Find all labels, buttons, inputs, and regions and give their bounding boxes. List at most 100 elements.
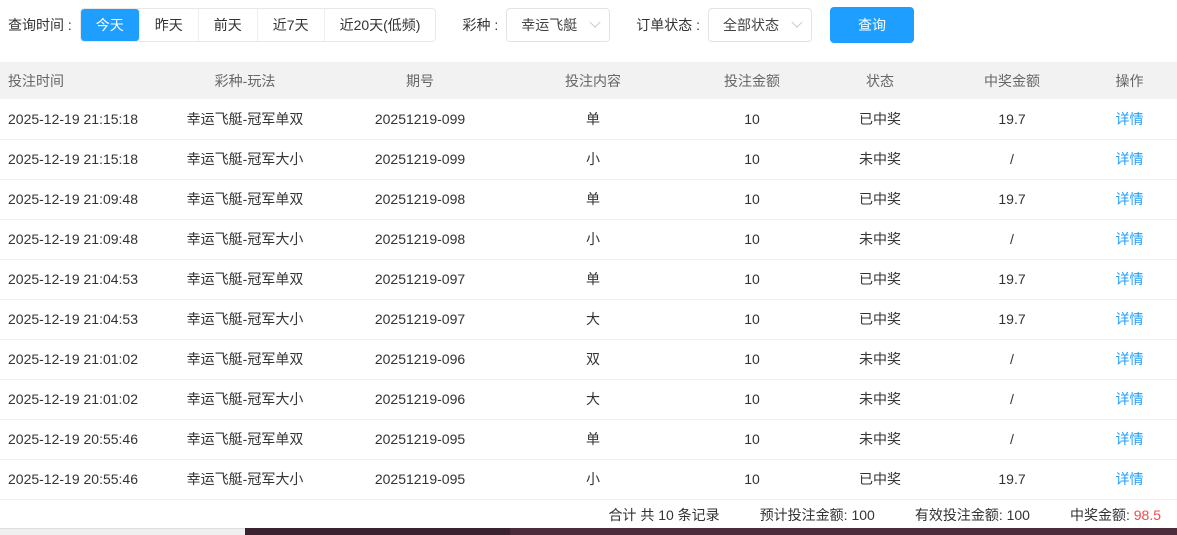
detail-link[interactable]: 详情 — [1115, 471, 1144, 487]
lottery-play: 幸运飞艇-冠军大小 — [150, 219, 340, 260]
lottery-type-value: 幸运飞艇 — [521, 16, 578, 33]
table-row: 2025-12-19 21:04:53 幸运飞艇-冠军单双 20251219-097… — [0, 259, 1177, 300]
prize-amount: 19.7 — [942, 299, 1082, 340]
bet-time: 2025-12-19 21:15:18 — [0, 99, 150, 140]
lottery-play: 幸运飞艇-冠军单双 — [150, 99, 340, 140]
issue-number: 20251219-096 — [340, 379, 500, 420]
column-header: 期号 — [340, 62, 500, 99]
bet-time: 2025-12-19 21:15:18 — [0, 139, 150, 180]
filter-bar: 查询时间 : 今天 昨天 前天 近7天 近20天(低频) 彩种 : 幸运飞艇 订单状态 … — [0, 0, 1177, 44]
bet-time: 2025-12-19 20:55:46 — [0, 459, 150, 500]
operation-cell: 详情 — [1082, 459, 1177, 500]
scrollbar-thumb[interactable] — [245, 528, 510, 535]
issue-number: 20251219-099 — [340, 99, 500, 140]
status-text: 未中奖 — [818, 219, 942, 260]
operation-cell: 详情 — [1082, 339, 1177, 380]
time-range-option[interactable]: 近20天(低频) — [323, 8, 436, 41]
operation-cell: 详情 — [1082, 419, 1177, 460]
table-row: 2025-12-19 21:01:02 幸运飞艇-冠军大小 20251219-096… — [0, 379, 1177, 420]
bet-content: 小 — [500, 459, 686, 500]
lottery-play: 幸运飞艇-冠军单双 — [150, 419, 340, 460]
column-header: 中奖金额 — [942, 62, 1082, 99]
status-text: 已中奖 — [818, 259, 942, 300]
time-range-option[interactable]: 今天 — [80, 8, 139, 41]
bet-amount: 10 — [686, 99, 818, 140]
column-header: 操作 — [1082, 62, 1177, 99]
prize-amount: 19.7 — [942, 179, 1082, 220]
bet-time: 2025-12-19 21:09:48 — [0, 219, 150, 260]
bet-amount: 10 — [686, 459, 818, 500]
bet-time: 2025-12-19 21:01:02 — [0, 379, 150, 420]
bet-time: 2025-12-19 20:55:46 — [0, 419, 150, 460]
table-row: 2025-12-19 20:55:46 幸运飞艇-冠军大小 20251219-095… — [0, 459, 1177, 500]
order-status-label: 订单状态 : — [636, 16, 701, 33]
summary-bar: 合计 共 10 条记录 预计投注金额: 100 有效投注金额: 100 中奖金额… — [0, 500, 1177, 530]
horizontal-scrollbar[interactable] — [0, 528, 1177, 535]
prize-amount: / — [942, 379, 1082, 420]
scrollbar-track — [0, 528, 245, 535]
detail-link[interactable]: 详情 — [1115, 391, 1144, 407]
detail-link[interactable]: 详情 — [1115, 110, 1144, 127]
operation-cell: 详情 — [1082, 299, 1177, 340]
order-status-select[interactable]: 全部状态 — [708, 7, 813, 42]
table-row: 2025-12-19 21:01:02 幸运飞艇-冠军单双 20251219-096… — [0, 339, 1177, 380]
column-header: 投注金额 — [686, 62, 818, 99]
detail-link[interactable]: 详情 — [1115, 151, 1144, 167]
query-button[interactable]: 查询 — [830, 6, 915, 43]
bet-amount: 10 — [686, 219, 818, 260]
detail-link[interactable]: 详情 — [1115, 271, 1144, 287]
table-row: 2025-12-19 21:04:53 幸运飞艇-冠军大小 20251219-097… — [0, 299, 1177, 340]
time-range-option[interactable]: 前天 — [197, 8, 257, 41]
chevron-down-icon — [589, 16, 601, 28]
issue-number: 20251219-095 — [340, 419, 500, 460]
table-row: 2025-12-19 21:15:18 幸运飞艇-冠军大小 20251219-099… — [0, 139, 1177, 180]
lottery-play: 幸运飞艇-冠军单双 — [150, 259, 340, 300]
operation-cell: 详情 — [1082, 219, 1177, 260]
lottery-type-label: 彩种 : — [462, 16, 499, 33]
lottery-type-select[interactable]: 幸运飞艇 — [506, 7, 611, 42]
bet-time: 2025-12-19 21:09:48 — [0, 179, 150, 220]
orders-table: 投注时间 彩种-玩法 期号 投注内容 投注金额 状态 中奖金额 操作 2025-12-19 2… — [0, 62, 1177, 500]
bet-time: 2025-12-19 21:04:53 — [0, 259, 150, 300]
prize-amount: / — [942, 139, 1082, 180]
table-row: 2025-12-19 21:15:18 幸运飞艇-冠军单双 20251219-099… — [0, 99, 1177, 140]
status-text: 已中奖 — [818, 179, 942, 220]
prize-amount: / — [942, 419, 1082, 460]
detail-link[interactable]: 详情 — [1115, 231, 1144, 247]
time-range-option[interactable]: 昨天 — [138, 8, 198, 41]
issue-number: 20251219-097 — [340, 259, 500, 300]
bet-content: 单 — [500, 419, 686, 460]
bet-content: 大 — [500, 299, 686, 340]
lottery-play: 幸运飞艇-冠军单双 — [150, 179, 340, 220]
detail-link[interactable]: 详情 — [1115, 351, 1144, 367]
bet-amount: 10 — [686, 379, 818, 420]
operation-cell: 详情 — [1082, 259, 1177, 300]
bet-amount: 10 — [686, 179, 818, 220]
time-range-option[interactable]: 近7天 — [256, 8, 324, 41]
chevron-down-icon — [791, 16, 803, 28]
status-text: 未中奖 — [818, 139, 942, 180]
detail-link[interactable]: 详情 — [1115, 191, 1144, 207]
bet-amount: 10 — [686, 259, 818, 300]
status-text: 未中奖 — [818, 379, 942, 420]
bet-content: 大 — [500, 379, 686, 420]
prize-amount: / — [942, 339, 1082, 380]
operation-cell: 详情 — [1082, 139, 1177, 180]
issue-number: 20251219-099 — [340, 139, 500, 180]
detail-link[interactable]: 详情 — [1115, 311, 1144, 327]
issue-number: 20251219-098 — [340, 179, 500, 220]
column-header: 状态 — [818, 62, 942, 99]
bet-amount: 10 — [686, 139, 818, 180]
prize-amount: 19.7 — [942, 99, 1082, 140]
detail-link[interactable]: 详情 — [1115, 431, 1144, 447]
table-row: 2025-12-19 21:09:48 幸运飞艇-冠军大小 20251219-098… — [0, 219, 1177, 260]
operation-cell: 详情 — [1082, 379, 1177, 420]
status-text: 已中奖 — [818, 299, 942, 340]
bet-content: 单 — [500, 259, 686, 300]
bet-amount: 10 — [686, 339, 818, 380]
status-text: 未中奖 — [818, 339, 942, 380]
bet-content: 小 — [500, 219, 686, 260]
valid-bet-amount: 有效投注金额: 100 — [914, 506, 1030, 523]
lottery-play: 幸运飞艇-冠军大小 — [150, 459, 340, 500]
table-header: 投注时间 彩种-玩法 期号 投注内容 投注金额 状态 中奖金额 操作 — [0, 62, 1177, 99]
